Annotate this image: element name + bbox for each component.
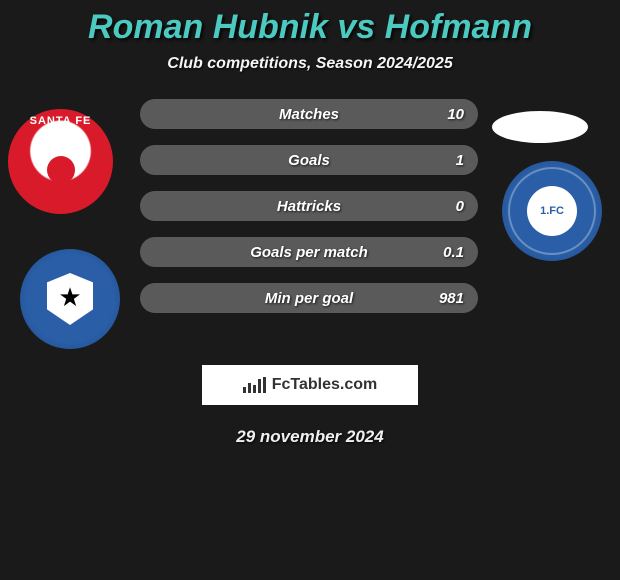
- dot-icon: [47, 156, 75, 184]
- badge-label: SANTA FE: [8, 115, 113, 127]
- stat-label: Goals: [288, 152, 330, 169]
- page-title: Roman Hubnik vs Hofmann: [0, 8, 620, 47]
- ring-icon: [508, 167, 596, 255]
- stat-value-right: 10: [447, 106, 464, 123]
- stat-row-goals-per-match: Goals per match 0.1: [140, 237, 478, 267]
- stat-row-hattricks: Hattricks 0: [140, 191, 478, 221]
- club-badge-bottom-left: ★: [20, 249, 120, 349]
- stats-area: SANTA FE ★ 1.FC Matches 10 Goals 1 Hattr…: [0, 99, 620, 349]
- stat-label: Matches: [279, 106, 339, 123]
- stat-value-right: 1: [456, 152, 464, 169]
- stat-value-right: 0: [456, 198, 464, 215]
- site-link[interactable]: FcTables.com: [202, 365, 418, 405]
- stat-label: Goals per match: [250, 244, 368, 261]
- star-icon: ★: [58, 282, 81, 313]
- comparison-card: Roman Hubnik vs Hofmann Club competition…: [0, 0, 620, 447]
- stat-row-min-per-goal: Min per goal 981: [140, 283, 478, 313]
- stat-value-right: 0.1: [443, 244, 464, 261]
- date-label: 29 november 2024: [0, 427, 620, 447]
- stat-bars: Matches 10 Goals 1 Hattricks 0 Goals per…: [140, 99, 478, 329]
- stat-row-goals: Goals 1: [140, 145, 478, 175]
- bar-chart-icon: [243, 377, 266, 393]
- shield-icon: ★: [47, 273, 93, 325]
- site-label: FcTables.com: [272, 376, 378, 394]
- stat-value-right: 981: [439, 290, 464, 307]
- club-badge-ellipse: [492, 111, 588, 143]
- stat-label: Hattricks: [277, 198, 341, 215]
- stat-label: Min per goal: [265, 290, 353, 307]
- club-badge-right: 1.FC: [502, 161, 602, 261]
- season-subtitle: Club competitions, Season 2024/2025: [0, 55, 620, 73]
- stat-row-matches: Matches 10: [140, 99, 478, 129]
- club-badge-top-left: SANTA FE: [8, 109, 113, 214]
